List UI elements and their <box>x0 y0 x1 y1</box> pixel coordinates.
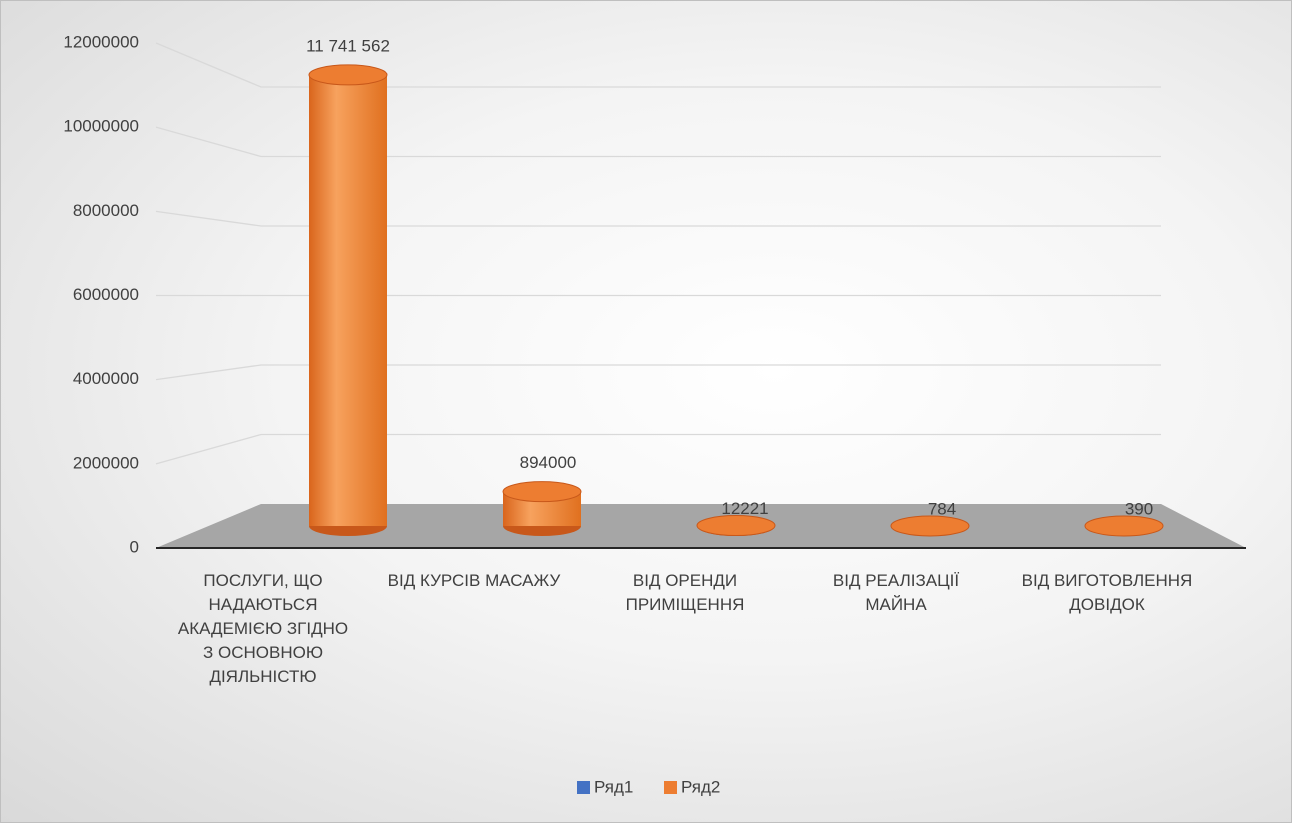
x-tick-label: ВІД РЕАЛІЗАЦІЇ МАЙНА <box>832 571 960 614</box>
legend-swatch <box>664 781 677 794</box>
x-tick-label: ВІД КУРСІВ МАСАЖУ <box>387 571 561 590</box>
grid-line <box>155 433 1161 465</box>
data-label: 784 <box>928 499 956 518</box>
y-tick-label: 10000000 <box>63 117 139 136</box>
grid-line <box>155 126 1161 158</box>
bar <box>696 515 776 537</box>
legend-label: Ряд1 <box>594 777 633 796</box>
legend-label: Ряд2 <box>681 777 720 796</box>
data-label: 12221 <box>721 499 768 518</box>
legend-swatch <box>577 781 590 794</box>
bar <box>890 515 970 537</box>
data-label: 390 <box>1125 499 1153 518</box>
bar <box>308 64 388 536</box>
x-tick-label: ВІД ОРЕНДИ ПРИМІЩЕННЯ <box>625 571 745 614</box>
bar <box>502 481 582 536</box>
y-tick-label: 8000000 <box>73 201 139 220</box>
y-tick-label: 12000000 <box>63 32 139 51</box>
data-label: 894000 <box>520 453 577 472</box>
grid-line <box>155 210 1161 227</box>
y-tick-label: 0 <box>130 537 139 556</box>
y-tick-label: 2000000 <box>73 453 139 472</box>
x-tick-label: ВІД ВИГОТОВЛЕННЯ ДОВІДОК <box>1021 571 1193 614</box>
bar <box>1084 515 1164 537</box>
x-tick-label: ПОСЛУГИ, ЩО НАДАЮТЬСЯ АКАДЕМІЄЮ ЗГІДНО З… <box>177 571 349 686</box>
y-tick-label: 6000000 <box>73 285 139 304</box>
data-label: 11 741 562 <box>306 36 390 55</box>
grid-line <box>155 364 1161 381</box>
y-tick-label: 4000000 <box>73 369 139 388</box>
grid-line <box>155 42 1161 88</box>
